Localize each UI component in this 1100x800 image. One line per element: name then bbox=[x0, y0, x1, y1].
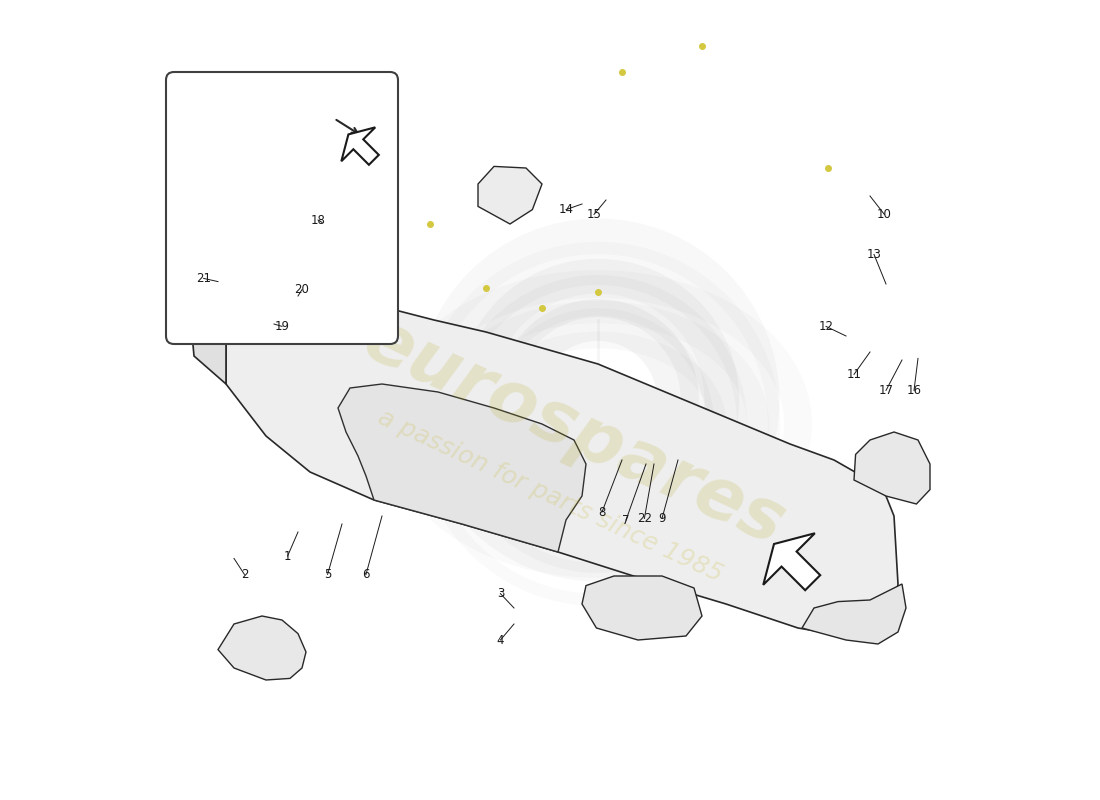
Polygon shape bbox=[206, 248, 262, 300]
Text: 17: 17 bbox=[879, 384, 893, 397]
Polygon shape bbox=[190, 284, 226, 384]
Polygon shape bbox=[218, 616, 306, 680]
Polygon shape bbox=[226, 256, 898, 636]
Text: 5: 5 bbox=[323, 568, 331, 581]
Polygon shape bbox=[854, 432, 930, 504]
Polygon shape bbox=[206, 202, 246, 256]
Polygon shape bbox=[341, 127, 378, 165]
Text: 4: 4 bbox=[496, 634, 504, 646]
Text: 3: 3 bbox=[497, 587, 504, 600]
Text: 22: 22 bbox=[637, 512, 652, 525]
Text: 8: 8 bbox=[598, 506, 606, 518]
Text: 20: 20 bbox=[295, 283, 309, 296]
Text: 6: 6 bbox=[362, 568, 370, 581]
Polygon shape bbox=[338, 384, 586, 552]
Text: 12: 12 bbox=[818, 320, 834, 333]
Polygon shape bbox=[478, 166, 542, 224]
Text: 7: 7 bbox=[623, 514, 629, 526]
Text: 18: 18 bbox=[310, 214, 326, 226]
Text: 2: 2 bbox=[241, 568, 249, 581]
Text: a passion for parts since 1985: a passion for parts since 1985 bbox=[374, 406, 726, 586]
Text: 19: 19 bbox=[275, 320, 289, 333]
Text: 10: 10 bbox=[877, 208, 892, 221]
Text: eurospares: eurospares bbox=[352, 304, 795, 560]
Text: 14: 14 bbox=[559, 203, 573, 216]
Text: 13: 13 bbox=[867, 248, 881, 261]
FancyBboxPatch shape bbox=[166, 72, 398, 344]
Text: 16: 16 bbox=[906, 384, 922, 397]
Polygon shape bbox=[582, 576, 702, 640]
Text: 21: 21 bbox=[196, 272, 211, 285]
Text: 15: 15 bbox=[586, 208, 602, 221]
Polygon shape bbox=[802, 584, 906, 644]
Polygon shape bbox=[763, 534, 821, 590]
Text: 11: 11 bbox=[847, 368, 861, 381]
Text: 1: 1 bbox=[284, 550, 292, 562]
Text: 9: 9 bbox=[658, 512, 666, 525]
